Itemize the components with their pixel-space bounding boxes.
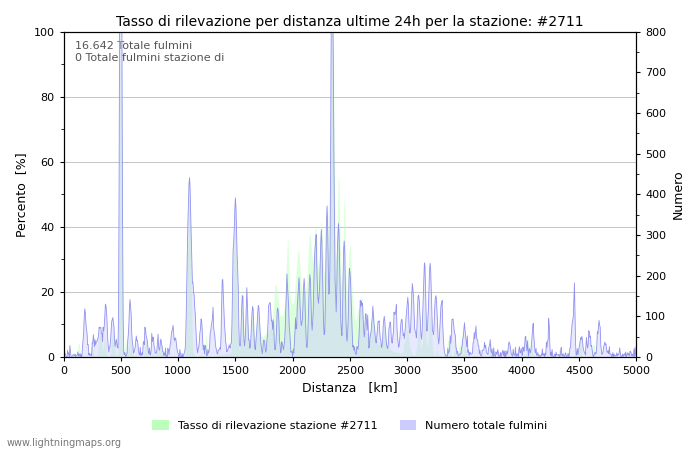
- Legend: Tasso di rilevazione stazione #2711, Numero totale fulmini: Tasso di rilevazione stazione #2711, Num…: [148, 416, 552, 436]
- Text: www.lightningmaps.org: www.lightningmaps.org: [7, 438, 122, 448]
- X-axis label: Distanza   [km]: Distanza [km]: [302, 382, 398, 395]
- Title: Tasso di rilevazione per distanza ultime 24h per la stazione: #2711: Tasso di rilevazione per distanza ultime…: [116, 15, 584, 29]
- Text: 16.642 Totale fulmini
0 Totale fulmini stazione di: 16.642 Totale fulmini 0 Totale fulmini s…: [75, 41, 225, 63]
- Y-axis label: Numero: Numero: [672, 169, 685, 219]
- Y-axis label: Percento  [%]: Percento [%]: [15, 152, 28, 237]
